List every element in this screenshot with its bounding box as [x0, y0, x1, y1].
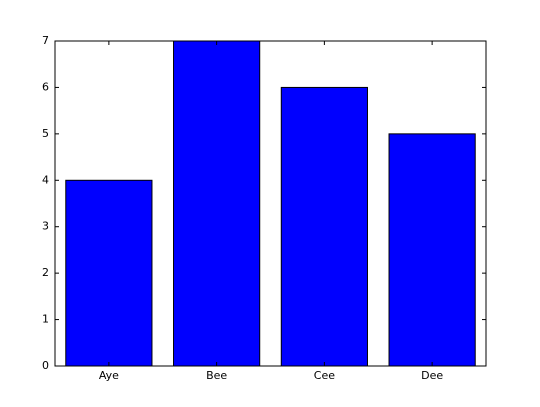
- bar: [65, 179, 153, 367]
- plot-frame: [54, 40, 487, 367]
- x-tick-label: Dee: [421, 369, 443, 382]
- bar: [173, 40, 261, 367]
- x-tick-label: Aye: [99, 369, 119, 382]
- x-tick-label: Cee: [314, 369, 335, 382]
- y-tick-label: 7: [42, 34, 49, 47]
- x-tick-label: Bee: [206, 369, 227, 382]
- y-tick-label: 6: [42, 80, 49, 93]
- y-tick-label: 3: [42, 220, 49, 233]
- y-tick-label: 5: [42, 127, 49, 140]
- y-tick-label: 4: [42, 173, 49, 186]
- bar: [280, 86, 368, 367]
- y-tick-label: 2: [42, 266, 49, 279]
- bar: [388, 133, 476, 367]
- y-tick-label: 1: [42, 313, 49, 326]
- y-tick-label: 0: [42, 359, 49, 372]
